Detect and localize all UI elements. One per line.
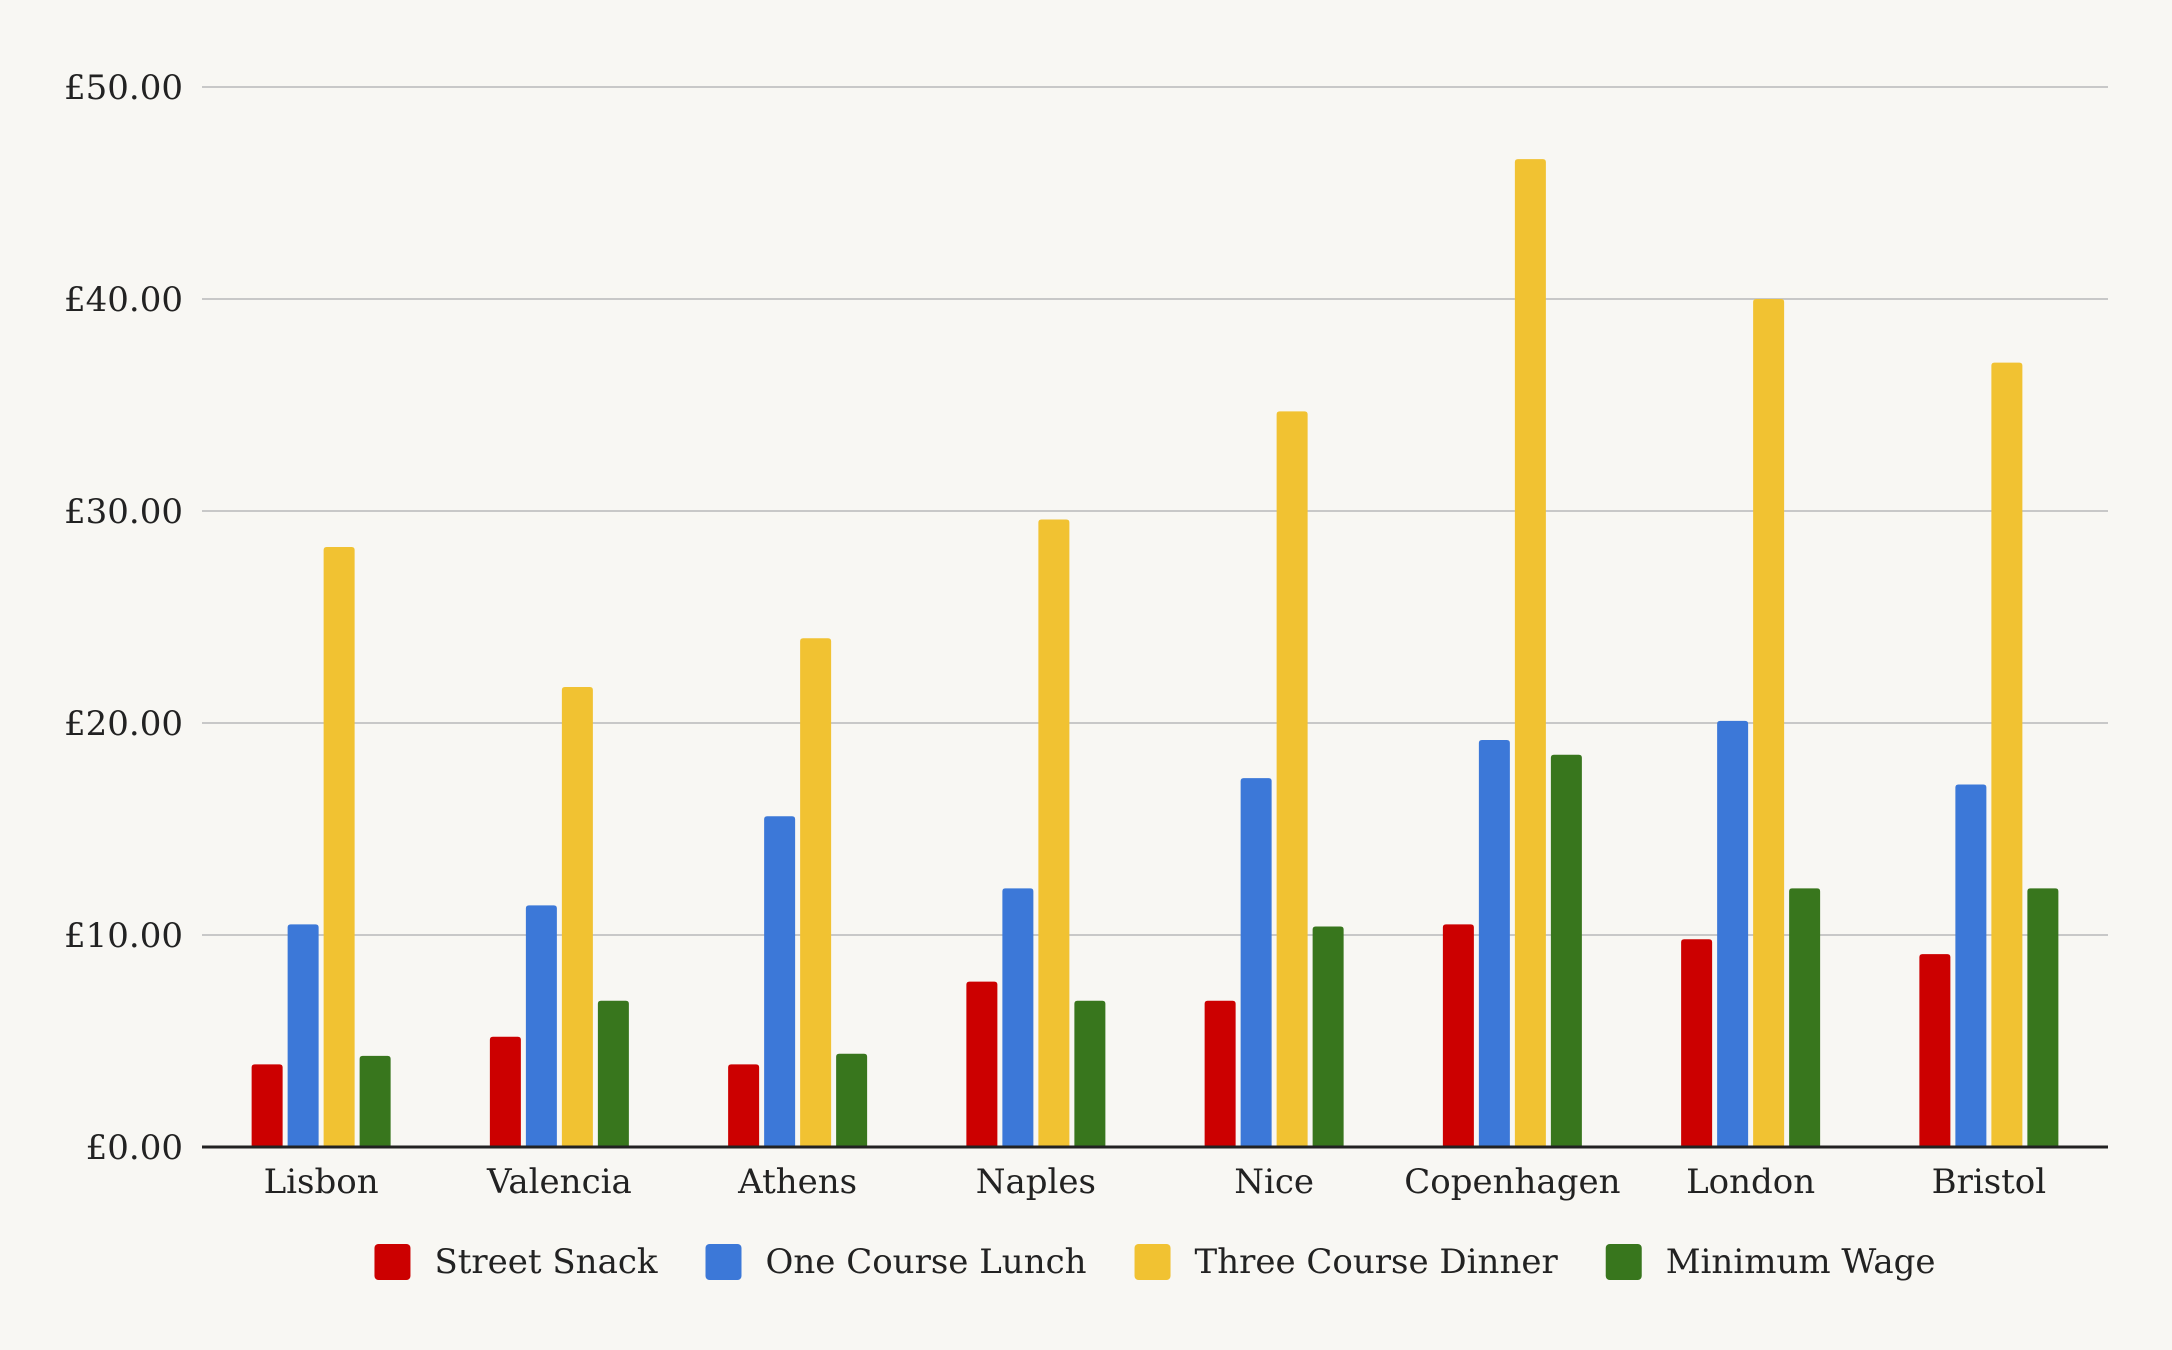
bar-minimum-wage — [597, 1000, 629, 1147]
y-tick-label: £10.00 — [64, 916, 183, 956]
bar-one-course-lunch — [1240, 778, 1272, 1147]
bar-minimum-wage — [359, 1055, 391, 1147]
legend-swatch — [1134, 1244, 1171, 1280]
bar-one-course-lunch — [287, 924, 319, 1147]
x-tick-label: Bristol — [1932, 1162, 2047, 1202]
bar-three-course-dinner — [1276, 411, 1308, 1147]
bar-three-course-dinner — [1038, 519, 1070, 1147]
legend-swatch — [705, 1244, 742, 1280]
bar-minimum-wage — [1789, 888, 1821, 1147]
bar-three-course-dinner — [1753, 299, 1785, 1147]
x-tick-label: Naples — [976, 1162, 1096, 1202]
bar-street-snack — [251, 1064, 283, 1147]
bar-three-course-dinner — [1991, 362, 2023, 1148]
x-axis-ticks: Lisbon Valencia Athens Naples Nice Copenhagen… — [264, 1162, 2047, 1202]
bar-one-course-lunch — [1717, 720, 1749, 1147]
bar-one-course-lunch — [1478, 739, 1510, 1147]
legend-swatch — [374, 1244, 411, 1280]
bar-one-course-lunch — [1002, 888, 1034, 1147]
bar-street-snack — [1204, 1000, 1236, 1147]
bar-minimum-wage — [2027, 888, 2059, 1147]
y-axis-ticks: £0.00 £10.00 £20.00 £30.00 £40.00 £50.00 — [64, 68, 183, 1168]
x-tick-label: Athens — [737, 1162, 857, 1202]
x-tick-label: Valencia — [486, 1162, 632, 1202]
x-tick-label: Nice — [1234, 1162, 1314, 1202]
bar-minimum-wage — [836, 1053, 868, 1147]
bar-minimum-wage — [1312, 926, 1344, 1147]
legend: Street Snack One Course Lunch Three Course… — [374, 1242, 1936, 1282]
y-tick-label: £30.00 — [64, 492, 183, 532]
bar-street-snack — [1442, 924, 1474, 1147]
bar-three-course-dinner — [561, 686, 593, 1147]
bar-three-course-dinner — [323, 547, 355, 1147]
bar-three-course-dinner — [800, 638, 832, 1147]
x-tick-label: Lisbon — [264, 1162, 379, 1202]
legend-item: Minimum Wage — [1605, 1242, 1936, 1282]
bar-one-course-lunch — [764, 816, 796, 1147]
bar-street-snack — [1919, 954, 1951, 1147]
legend-item: Three Course Dinner — [1134, 1242, 1559, 1282]
bar-one-course-lunch — [525, 905, 557, 1147]
y-tick-label: £0.00 — [86, 1128, 183, 1168]
legend-label: Three Course Dinner — [1195, 1242, 1559, 1282]
bar-one-course-lunch — [1955, 784, 1987, 1147]
bar-street-snack — [966, 981, 998, 1147]
y-tick-label: £20.00 — [64, 704, 183, 744]
bar-minimum-wage — [1550, 754, 1582, 1147]
legend-item: One Course Lunch — [705, 1242, 1087, 1282]
bar-three-course-dinner — [1514, 159, 1546, 1147]
bar-street-snack — [489, 1036, 521, 1147]
bar-street-snack — [728, 1064, 760, 1147]
bar-street-snack — [1681, 939, 1713, 1147]
bars — [251, 159, 2059, 1148]
legend-label: Minimum Wage — [1666, 1242, 1936, 1282]
legend-item: Street Snack — [374, 1242, 658, 1282]
legend-swatch — [1605, 1244, 1642, 1280]
bar-minimum-wage — [1074, 1000, 1106, 1147]
y-tick-label: £50.00 — [64, 68, 183, 108]
x-tick-label: London — [1686, 1162, 1815, 1202]
x-tick-label: Copenhagen — [1404, 1162, 1620, 1202]
y-tick-label: £40.00 — [64, 280, 183, 320]
legend-label: Street Snack — [434, 1242, 657, 1282]
legend-label: One Course Lunch — [766, 1242, 1087, 1282]
